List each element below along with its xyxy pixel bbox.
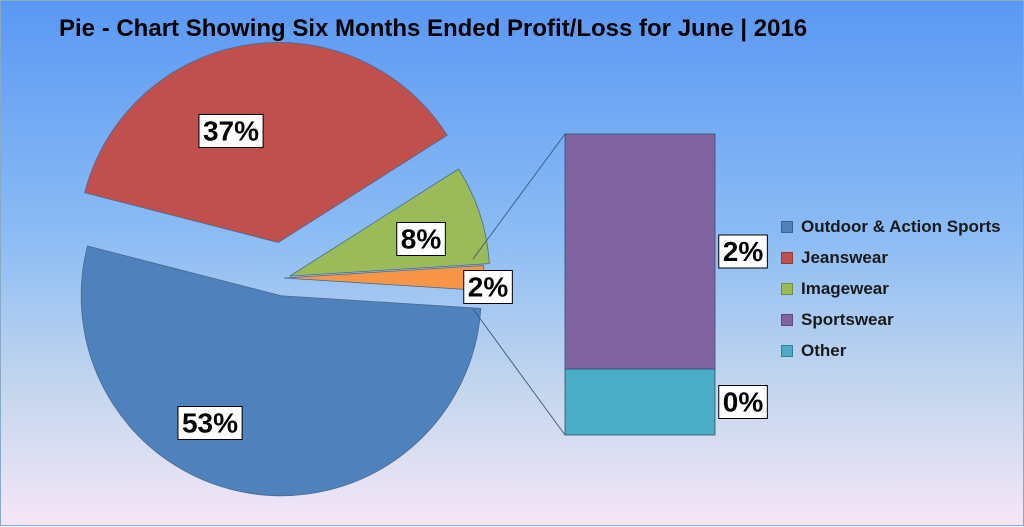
data-label-imagewear: 8% (396, 222, 446, 256)
data-label-other-combined: 2% (463, 270, 513, 304)
data-label-other: 0% (718, 385, 768, 419)
legend-swatch (781, 282, 793, 295)
svg-text:2%: 2% (468, 272, 509, 303)
data-label-sportswear: 2% (718, 234, 768, 269)
legend-label: Sportswear (801, 309, 894, 329)
legend-item-jeanswear: Jeanswear (781, 242, 1001, 273)
legend-item-outdoor-action-sports: Outdoor & Action Sports (781, 211, 1001, 242)
legend-item-sportswear: Sportswear (781, 304, 1001, 335)
legend-label: Imagewear (801, 278, 889, 298)
chart-title: Pie - Chart Showing Six Months Ended Pro… (59, 15, 808, 42)
svg-text:53%: 53% (182, 408, 238, 439)
bar-segment-other (564, 368, 716, 436)
connector-line-top (472, 133, 566, 260)
svg-text:0%: 0% (723, 387, 764, 418)
connector-lines (472, 133, 566, 436)
legend-label: Outdoor & Action Sports (801, 216, 1001, 236)
legend-item-imagewear: Imagewear (781, 273, 1001, 304)
legend: Outdoor & Action Sports Jeanswear Imagewea… (781, 211, 1001, 366)
connector-line-bottom (472, 308, 566, 436)
legend-swatch (781, 220, 793, 233)
data-labels: 53% 37% 8% 2% 2% 0% (177, 114, 768, 440)
data-label-outdoor-action-sports: 53% (177, 406, 243, 440)
legend-swatch (781, 251, 793, 264)
svg-text:2%: 2% (723, 236, 764, 267)
legend-label: Other (801, 340, 847, 360)
bar-segment-sportswear (564, 133, 716, 370)
svg-text:8%: 8% (401, 224, 442, 255)
legend-item-other: Other (781, 335, 1001, 366)
legend-label: Jeanswear (801, 247, 888, 267)
legend-swatch (781, 313, 793, 326)
secondary-bar (564, 133, 716, 436)
data-label-jeanswear: 37% (198, 114, 264, 148)
pie-slice-jeanswear (84, 42, 448, 243)
main-pie (80, 42, 490, 497)
legend-swatch (781, 344, 793, 357)
svg-text:37%: 37% (203, 116, 259, 147)
